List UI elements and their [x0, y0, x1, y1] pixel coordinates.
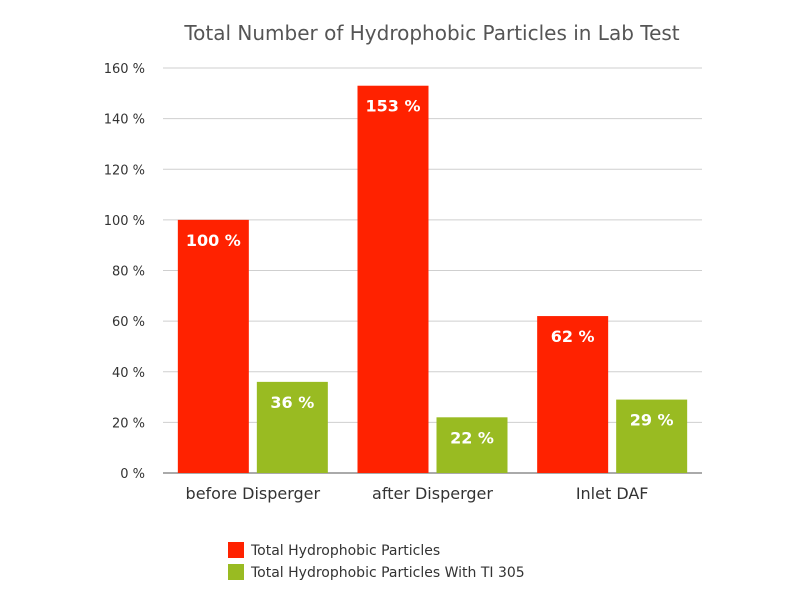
category-label: before Disperger	[186, 484, 321, 503]
y-tick-label: 40 %	[112, 366, 145, 381]
y-axis-ticks: 0 % 20 % 40 % 60 % 80 % 100 % 120 % 140 % 160 %	[104, 62, 145, 482]
bar	[357, 85, 429, 473]
y-tick-label: 80 %	[112, 265, 145, 280]
y-tick-label: 60 %	[112, 315, 145, 330]
bar	[256, 381, 328, 473]
bar	[436, 417, 508, 473]
grid-layer	[163, 67, 702, 474]
y-tick-label: 0 %	[120, 467, 145, 482]
legend-label: Total Hydrophobic Particles	[250, 543, 440, 559]
data-label: 29 %	[630, 411, 674, 430]
bars	[177, 85, 688, 473]
category-label: after Disperger	[372, 484, 493, 503]
y-tick-label: 20 %	[112, 416, 145, 431]
x-axis-categories: before Disperger after Disperger Inlet DAF	[186, 484, 649, 503]
data-label: 22 %	[450, 428, 494, 447]
data-labels: 100 % 36 % 153 % 22 % 62 % 29 %	[186, 97, 674, 448]
data-label: 153 %	[366, 97, 421, 116]
legend-label: Total Hydrophobic Particles With TI 305	[250, 565, 525, 581]
y-tick-label: 140 %	[104, 113, 145, 128]
y-tick-label: 120 %	[104, 163, 145, 178]
data-label: 62 %	[551, 327, 595, 346]
bar	[616, 399, 688, 473]
data-label: 100 %	[186, 231, 241, 250]
legend: Total Hydrophobic Particles Total Hydroph…	[228, 542, 525, 581]
chart-title: Total Number of Hydrophobic Particles in…	[183, 21, 679, 45]
legend-swatch	[228, 542, 244, 558]
y-tick-label: 100 %	[104, 214, 145, 229]
data-label: 36 %	[270, 393, 314, 412]
y-tick-label: 160 %	[104, 62, 145, 77]
legend-swatch	[228, 564, 244, 580]
category-label: Inlet DAF	[576, 484, 649, 503]
bar	[177, 219, 249, 473]
bar	[537, 316, 609, 473]
